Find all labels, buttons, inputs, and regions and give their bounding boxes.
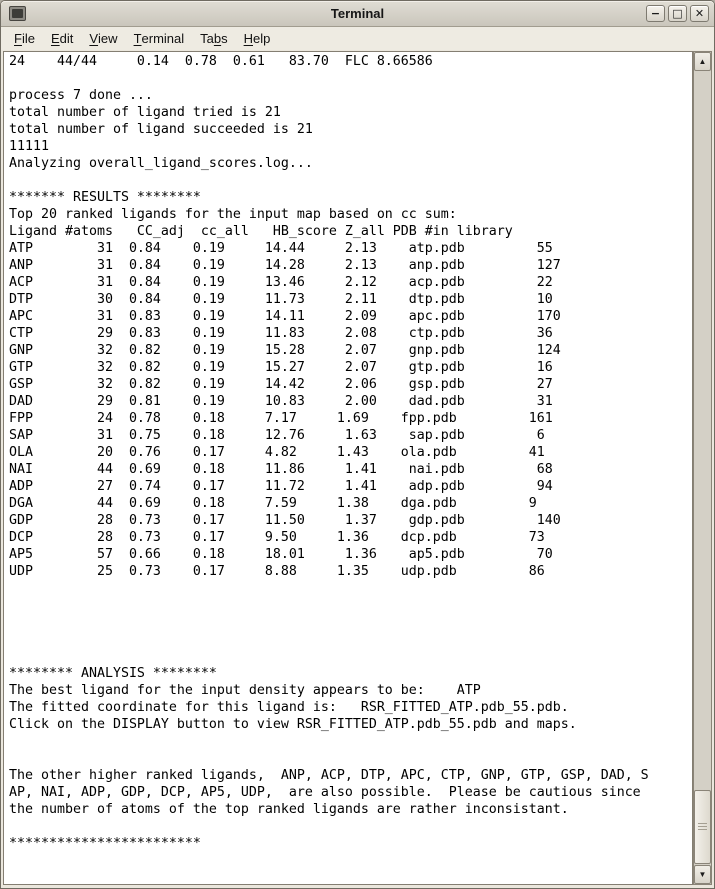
scrollbar-thumb[interactable] — [694, 790, 711, 864]
minimize-icon: − — [650, 7, 661, 20]
maximize-icon: □ — [672, 7, 683, 20]
scrollbar-grip-icon — [698, 823, 707, 831]
maximize-button[interactable]: □ — [668, 5, 687, 22]
window-title: Terminal — [330, 5, 385, 21]
scroll-down-button[interactable]: ▼ — [694, 865, 711, 884]
scroll-down-icon: ▼ — [698, 870, 707, 879]
scrollbar-trough[interactable] — [694, 71, 711, 865]
window-controls: − □ ✕ — [646, 5, 709, 22]
close-icon: ✕ — [694, 7, 705, 20]
terminal-content-area: 24 44/44 0.14 0.78 0.61 83.70 FLC 8.6658… — [3, 51, 712, 885]
minimize-button[interactable]: − — [646, 5, 665, 22]
title-bar[interactable]: Terminal − □ ✕ — [1, 1, 714, 27]
vertical-scrollbar[interactable]: ▲ ▼ — [693, 51, 712, 885]
terminal-output[interactable]: 24 44/44 0.14 0.78 0.61 83.70 FLC 8.6658… — [3, 51, 693, 885]
scroll-up-button[interactable]: ▲ — [694, 52, 711, 71]
menu-item-tabs[interactable]: Ta b s — [200, 31, 228, 46]
terminal-app-icon[interactable] — [9, 6, 26, 21]
scroll-up-icon: ▲ — [698, 57, 707, 66]
close-button[interactable]: ✕ — [690, 5, 709, 22]
